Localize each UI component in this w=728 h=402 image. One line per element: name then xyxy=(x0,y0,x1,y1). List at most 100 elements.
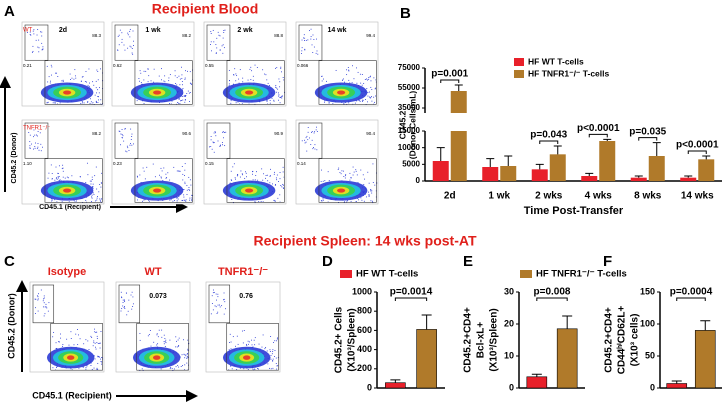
dot xyxy=(87,101,89,103)
dot xyxy=(183,196,185,198)
dot xyxy=(153,81,155,83)
dot xyxy=(54,102,56,104)
dot xyxy=(101,361,103,363)
dot xyxy=(311,131,313,133)
dot xyxy=(349,179,351,181)
dot xyxy=(272,351,274,353)
dot xyxy=(267,82,269,84)
dot xyxy=(311,44,313,46)
dot xyxy=(29,145,31,147)
dot xyxy=(364,79,366,80)
dot xyxy=(156,333,158,335)
dot xyxy=(40,289,42,291)
dot xyxy=(275,67,276,69)
dot xyxy=(130,128,132,130)
dot xyxy=(178,196,180,197)
dot xyxy=(223,292,225,294)
y-tick-label: 50 xyxy=(645,350,655,360)
gate xyxy=(206,24,231,61)
dot xyxy=(50,64,52,66)
dot xyxy=(211,148,213,150)
dot xyxy=(368,77,370,78)
dot xyxy=(237,173,239,175)
dot xyxy=(307,139,309,141)
dot xyxy=(38,47,40,49)
gate xyxy=(24,24,49,61)
dot xyxy=(96,92,97,94)
dot xyxy=(190,199,192,201)
dot xyxy=(156,334,158,336)
dot xyxy=(219,145,221,147)
dot xyxy=(186,362,188,364)
dot xyxy=(169,179,171,181)
dot xyxy=(121,137,123,139)
dot xyxy=(212,29,214,31)
dot xyxy=(96,69,98,71)
dot xyxy=(175,83,177,84)
dot xyxy=(237,174,239,176)
dot xyxy=(96,337,98,339)
dot xyxy=(70,79,71,80)
dot xyxy=(70,368,72,370)
dot xyxy=(58,175,60,177)
dot xyxy=(234,178,236,180)
dot xyxy=(212,309,214,311)
dot xyxy=(183,194,185,196)
gate xyxy=(208,284,231,324)
dot xyxy=(38,39,40,41)
dot xyxy=(131,291,133,293)
dot xyxy=(186,93,188,94)
dot xyxy=(282,95,284,97)
dot xyxy=(186,189,188,191)
y-tick-label: 150 xyxy=(640,286,655,296)
dot xyxy=(267,363,269,365)
dot xyxy=(46,102,48,104)
dot xyxy=(273,200,275,201)
dot xyxy=(85,199,87,201)
dot xyxy=(180,366,182,367)
dot xyxy=(361,84,363,86)
dot xyxy=(235,345,236,347)
dot xyxy=(310,144,312,146)
dot xyxy=(139,70,141,72)
dot xyxy=(275,363,277,364)
dot xyxy=(42,46,44,48)
dot xyxy=(269,351,271,352)
dot xyxy=(123,140,125,142)
dot xyxy=(217,293,219,295)
gate xyxy=(24,122,49,159)
dot xyxy=(95,166,97,168)
dot xyxy=(92,192,94,194)
gate-value: 88.3 xyxy=(92,33,101,38)
dot xyxy=(62,79,64,81)
dot xyxy=(368,196,370,198)
dot xyxy=(92,183,94,185)
dot xyxy=(171,367,173,369)
dot xyxy=(55,348,57,349)
dot xyxy=(94,331,96,333)
dot xyxy=(97,71,99,72)
dot xyxy=(278,181,279,182)
dot xyxy=(344,81,345,83)
dot xyxy=(324,180,326,182)
dot xyxy=(176,197,178,199)
gate xyxy=(32,284,55,324)
dot xyxy=(33,29,35,31)
dot xyxy=(375,79,377,81)
dot xyxy=(240,170,242,172)
dot xyxy=(343,102,345,104)
dot xyxy=(160,176,162,178)
dot xyxy=(309,30,310,32)
dot xyxy=(248,341,250,343)
dot xyxy=(60,333,61,335)
x-tick-label: 14 wks xyxy=(681,191,714,202)
dot xyxy=(127,34,129,36)
y-tick-label: 0 xyxy=(367,382,372,392)
dot xyxy=(371,190,373,192)
dot xyxy=(182,88,184,90)
bar xyxy=(666,383,688,389)
dot xyxy=(277,365,279,367)
dot xyxy=(277,337,278,339)
dot xyxy=(183,339,185,341)
